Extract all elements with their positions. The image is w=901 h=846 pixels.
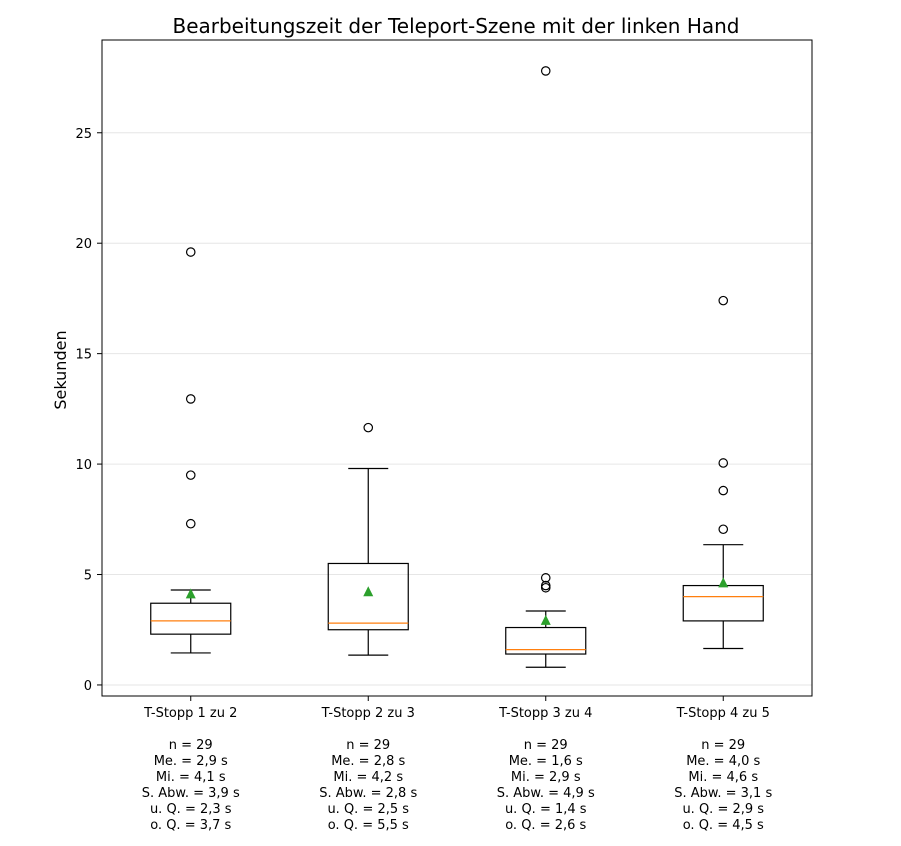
x-tick-label: T-Stopp 4 zu 5 <box>676 706 770 721</box>
outlier-point <box>185 518 196 529</box>
stat-line: u. Q. = 2,5 s <box>327 802 409 817</box>
boxes <box>150 66 764 668</box>
stat-line: o. Q. = 4,5 s <box>683 818 764 833</box>
outlier-point <box>718 458 729 468</box>
y-tick-label: 25 <box>75 127 92 142</box>
stat-line: u. Q. = 1,4 s <box>505 802 587 817</box>
stat-line: Me. = 4,0 s <box>686 754 760 769</box>
stat-line: S. Abw. = 4,9 s <box>497 786 595 801</box>
y-tick-label: 15 <box>75 348 92 363</box>
y-tick-label: 10 <box>75 458 92 473</box>
outlier-point <box>540 66 551 76</box>
stat-line: n = 29 <box>524 738 568 753</box>
box-group <box>505 66 587 668</box>
stat-line: o. Q. = 2,6 s <box>505 818 586 833</box>
stat-line: S. Abw. = 3,9 s <box>142 786 240 801</box>
stat-line: Mi. = 2,9 s <box>511 770 581 785</box>
stat-line: o. Q. = 5,5 s <box>328 818 409 833</box>
outlier-point <box>185 394 196 404</box>
y-tick-label: 20 <box>75 237 92 252</box>
stat-line: o. Q. = 3,7 s <box>150 818 231 833</box>
outlier-point <box>718 295 729 306</box>
stat-line: u. Q. = 2,9 s <box>682 802 764 817</box>
iqr-box <box>327 562 409 631</box>
stat-line: Me. = 1,6 s <box>509 754 583 769</box>
box-group <box>682 295 764 650</box>
x-tick-label: T-Stopp 3 zu 4 <box>498 706 592 721</box>
box-group <box>327 422 409 656</box>
outlier-point <box>363 422 374 433</box>
x-tick-label: T-Stopp 2 zu 3 <box>321 706 415 721</box>
stat-line: n = 29 <box>169 738 213 753</box>
plot-frame <box>101 39 813 697</box>
stat-line: Mi. = 4,1 s <box>156 770 226 785</box>
iqr-box <box>150 602 232 635</box>
stat-line: n = 29 <box>701 738 745 753</box>
stat-line: S. Abw. = 3,1 s <box>674 786 772 801</box>
outlier-point <box>185 247 196 257</box>
y-tick-label: 5 <box>84 569 92 584</box>
stat-line: Mi. = 4,2 s <box>333 770 403 785</box>
outlier-point <box>185 470 196 480</box>
chart-title: Bearbeitungszeit der Teleport-Szene mit … <box>172 14 739 38</box>
stat-line: S. Abw. = 2,8 s <box>319 786 417 801</box>
outlier-point <box>540 573 551 583</box>
mean-marker <box>718 577 729 588</box>
mean-marker <box>540 614 551 625</box>
iqr-box <box>505 626 587 655</box>
box-group <box>150 247 232 654</box>
stat-line: n = 29 <box>346 738 390 753</box>
grid-lines <box>102 132 812 686</box>
y-axis-label: Sekunden <box>51 330 70 409</box>
outlier-point <box>718 524 729 535</box>
y-tick-label: 0 <box>84 679 92 694</box>
outlier-point <box>718 485 729 496</box>
stat-line: Mi. = 4,6 s <box>688 770 758 785</box>
stat-line: Me. = 2,9 s <box>154 754 228 769</box>
axis-ticks: 0 5 10 15 20 25 T-Stopp 1 zu 2 T-Stopp 2 zu 3 T-… <box>75 127 769 721</box>
mean-marker <box>185 588 196 599</box>
x-tick-label: T-Stopp 1 zu 2 <box>143 706 237 721</box>
stat-line: u. Q. = 2,3 s <box>150 802 232 817</box>
mean-marker <box>363 586 374 597</box>
outlier-point <box>540 580 551 591</box>
iqr-box <box>682 584 764 622</box>
stat-line: Me. = 2,8 s <box>331 754 405 769</box>
